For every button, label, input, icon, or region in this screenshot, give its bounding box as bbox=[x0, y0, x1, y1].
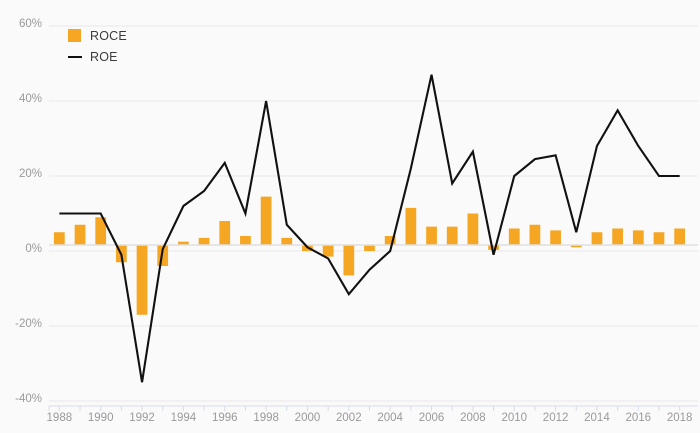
bar-roce-1997 bbox=[240, 236, 251, 245]
y-tick-label-40: 40% bbox=[18, 93, 42, 105]
chart-legend: ROCE ROE bbox=[68, 25, 127, 67]
bar-roce-1995 bbox=[198, 237, 210, 246]
bar-series-roce bbox=[53, 196, 686, 315]
bar-roce-1989 bbox=[74, 224, 86, 245]
y-tick-label-60: 60% bbox=[18, 18, 42, 30]
bar-roce-2007 bbox=[446, 226, 458, 246]
line-swatch-icon bbox=[68, 55, 82, 58]
x-tick-label-1996: 1996 bbox=[211, 412, 238, 424]
bar-roce-2012 bbox=[550, 230, 561, 246]
bar-roce-2013 bbox=[570, 245, 582, 248]
bar-roce-2010 bbox=[508, 228, 520, 245]
legend-label-roe: ROE bbox=[90, 49, 118, 64]
gridlines bbox=[49, 25, 698, 402]
bar-roce-1990 bbox=[95, 217, 107, 245]
x-tick-label-2010: 2010 bbox=[501, 412, 528, 424]
bar-roce-1999 bbox=[281, 237, 293, 246]
x-tick-label-1994: 1994 bbox=[170, 412, 197, 424]
x-tick-label-2006: 2006 bbox=[418, 412, 445, 424]
bar-roce-2006 bbox=[426, 226, 437, 246]
bar-roce-2009 bbox=[488, 245, 499, 250]
roe-polyline bbox=[59, 74, 680, 383]
bar-roce-1996 bbox=[219, 221, 231, 245]
x-tick-label-2008: 2008 bbox=[460, 412, 486, 424]
legend-label-roce: ROCE bbox=[90, 28, 127, 43]
bar-roce-2001 bbox=[322, 245, 334, 257]
x-tick-label-2000: 2000 bbox=[294, 412, 321, 424]
y-tick-label--40: -40% bbox=[15, 393, 42, 405]
x-tick-label-2002: 2002 bbox=[336, 412, 362, 424]
bar-roce-1994 bbox=[178, 241, 189, 246]
x-tick-label-1988: 1988 bbox=[46, 412, 73, 424]
legend-item-roe[interactable]: ROE bbox=[68, 46, 127, 67]
line-series-roe bbox=[59, 74, 680, 383]
x-tick-label-2018: 2018 bbox=[666, 412, 693, 424]
bar-roce-1998 bbox=[260, 196, 272, 246]
x-tick-label-1990: 1990 bbox=[87, 412, 114, 424]
y-tick-label-0: 0% bbox=[25, 243, 42, 255]
x-tick-label-2004: 2004 bbox=[377, 412, 403, 424]
y-tick-label-20: 20% bbox=[18, 168, 42, 180]
bar-roce-2017 bbox=[653, 232, 665, 245]
bar-roce-2008 bbox=[467, 213, 479, 245]
bar-roce-2004 bbox=[384, 236, 396, 245]
bar-swatch-icon bbox=[68, 29, 81, 42]
x-tick-label-2014: 2014 bbox=[584, 412, 610, 424]
legend-item-roce[interactable]: ROCE bbox=[68, 25, 127, 46]
bar-roce-2011 bbox=[529, 224, 541, 245]
bar-roce-2005 bbox=[405, 207, 417, 246]
bar-roce-1992 bbox=[136, 245, 148, 315]
legend-swatch-icon bbox=[68, 55, 90, 58]
x-axis-ticks bbox=[48, 405, 698, 411]
x-tick-label-1998: 1998 bbox=[253, 412, 279, 424]
x-tick-label-1992: 1992 bbox=[129, 412, 155, 424]
x-tick-label-2016: 2016 bbox=[625, 412, 652, 424]
bar-roce-2014 bbox=[591, 232, 603, 245]
bar-roce-2018 bbox=[674, 228, 686, 245]
bar-roce-1988 bbox=[53, 232, 65, 245]
bar-roce-2002 bbox=[343, 245, 355, 276]
bar-roce-2016 bbox=[632, 230, 644, 246]
bar-roce-2003 bbox=[364, 245, 375, 251]
y-tick-label--20: -20% bbox=[15, 318, 42, 330]
x-tick-label-2012: 2012 bbox=[542, 412, 569, 424]
bar-roce-2015 bbox=[612, 228, 623, 245]
legend-swatch-icon bbox=[68, 29, 90, 42]
